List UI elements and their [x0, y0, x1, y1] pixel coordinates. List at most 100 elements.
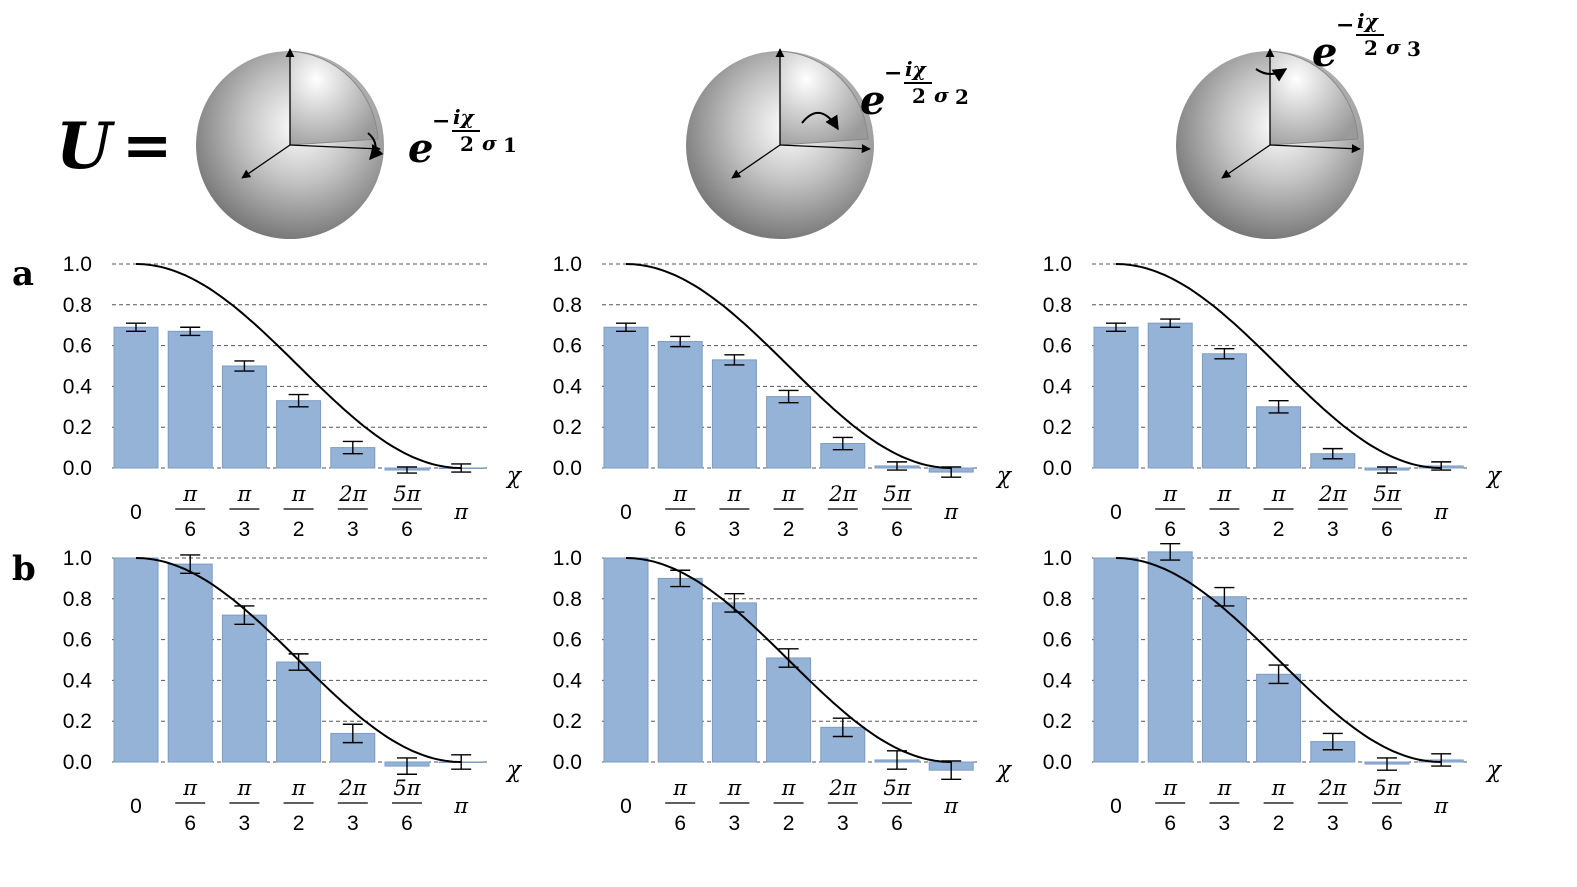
chart-panel-a3: 0.0 0.2 0.4 0.6 0.8 1.0 0 π 6 π 3 π 2 2π 3 5π 6 π χ: [1043, 253, 1503, 541]
x-tick-numerator: 5π: [1373, 482, 1401, 506]
theory-curve: [1115, 263, 1442, 469]
x-tick-label: 0: [130, 501, 142, 524]
x-tick-denominator: 6: [674, 812, 686, 835]
svg-text:σ: σ: [934, 83, 949, 107]
x-tick-label: 0: [1110, 795, 1122, 818]
operator-symbol: U: [56, 109, 116, 184]
svg-text:e: e: [860, 77, 885, 124]
svg-text:e: e: [408, 125, 433, 172]
x-tick-label: π: [453, 500, 469, 524]
row-label-b: b: [12, 549, 36, 589]
x-tick-denominator: 6: [401, 518, 413, 541]
y-tick-label: 0.0: [553, 751, 582, 774]
svg-text:−: −: [1336, 12, 1354, 38]
bar: [167, 330, 213, 469]
bar: [1256, 673, 1302, 763]
y-tick-label: 0.0: [553, 457, 582, 480]
x-tick-numerator: 2π: [1318, 776, 1347, 800]
row-label-a: a: [12, 254, 34, 294]
y-tick-label: 0.8: [1043, 294, 1072, 317]
x-tick-numerator: π: [1162, 776, 1178, 800]
x-tick-denominator: 3: [1219, 518, 1231, 541]
y-tick-label: 0.2: [1043, 710, 1072, 733]
x-tick-denominator: 6: [401, 812, 413, 835]
svg-text:2: 2: [460, 132, 474, 156]
chart-panel-a1: 0.0 0.2 0.4 0.6 0.8 1.0 0 π 6 π 3 π 2 2π 3 5π 6 π χ: [63, 253, 523, 541]
x-tick-label: π: [943, 794, 959, 818]
y-tick-label: 1.0: [553, 547, 582, 570]
x-tick-numerator: π: [236, 776, 252, 800]
x-tick-numerator: 5π: [393, 776, 421, 800]
svg-text:e: e: [1312, 29, 1337, 76]
svg-text:σ: σ: [1386, 35, 1401, 59]
bar: [711, 359, 757, 469]
y-tick-label: 0.2: [1043, 416, 1072, 439]
x-tick-label: 0: [130, 795, 142, 818]
x-tick-denominator: 6: [891, 812, 903, 835]
svg-text:2: 2: [912, 84, 926, 108]
x-tick-numerator: 5π: [393, 482, 421, 506]
y-tick-label: 0.4: [63, 669, 93, 692]
x-tick-denominator: 6: [1381, 812, 1393, 835]
x-tick-denominator: 2: [783, 518, 795, 541]
x-tick-numerator: π: [182, 482, 198, 506]
x-tick-denominator: 3: [1327, 518, 1339, 541]
y-tick-label: 0.4: [1043, 375, 1073, 398]
x-axis-label: χ: [1485, 757, 1503, 783]
x-tick-numerator: π: [672, 776, 688, 800]
x-tick-label: π: [1433, 500, 1449, 524]
x-tick-numerator: π: [236, 482, 252, 506]
x-tick-numerator: 5π: [1373, 776, 1401, 800]
y-tick-label: 0.4: [553, 375, 583, 398]
y-tick-label: 1.0: [1043, 547, 1072, 570]
bar: [1201, 353, 1247, 469]
y-tick-label: 0.0: [1043, 751, 1072, 774]
x-axis-label: χ: [995, 757, 1013, 783]
x-tick-denominator: 6: [184, 518, 196, 541]
x-tick-numerator: π: [291, 776, 307, 800]
x-axis-label: χ: [1485, 463, 1503, 489]
x-axis-label: χ: [995, 463, 1013, 489]
bar: [657, 577, 703, 763]
bar: [1147, 322, 1193, 469]
y-tick-label: 0.8: [63, 294, 92, 317]
x-tick-denominator: 6: [1164, 812, 1176, 835]
chart-panel-b3: 0.0 0.2 0.4 0.6 0.8 1.0 0 π 6 π 3 π 2 2π 3 5π 6 π χ: [1043, 543, 1503, 835]
y-tick-label: 1.0: [553, 253, 582, 276]
x-tick-numerator: π: [726, 482, 742, 506]
x-tick-denominator: 3: [239, 518, 251, 541]
x-tick-numerator: 5π: [883, 776, 911, 800]
y-tick-label: 0.4: [553, 669, 583, 692]
exponential-sigma-2: e − iχ 2 σ 2: [860, 57, 969, 124]
y-tick-label: 0.2: [553, 416, 582, 439]
x-tick-numerator: π: [781, 776, 797, 800]
y-tick-label: 1.0: [63, 253, 92, 276]
y-tick-label: 0.8: [1043, 588, 1072, 611]
bar: [766, 396, 812, 469]
x-tick-label: 0: [1110, 501, 1122, 524]
svg-text:iχ: iχ: [1357, 9, 1380, 33]
x-tick-numerator: π: [291, 482, 307, 506]
bar: [221, 614, 267, 763]
bar: [711, 602, 757, 763]
chart-panel-a2: 0.0 0.2 0.4 0.6 0.8 1.0 0 π 6 π 3 π 2 2π 3 5π 6 π χ: [553, 253, 1013, 541]
bar: [1256, 406, 1302, 469]
theory-curve: [625, 557, 952, 763]
x-tick-numerator: π: [672, 482, 688, 506]
x-tick-denominator: 3: [729, 518, 741, 541]
bar: [113, 557, 159, 763]
y-tick-label: 0.8: [553, 588, 582, 611]
rotation-sphere-3-icon: [1176, 48, 1364, 239]
y-tick-label: 0.2: [63, 710, 92, 733]
x-tick-denominator: 2: [1273, 518, 1285, 541]
x-tick-numerator: π: [1216, 776, 1232, 800]
x-tick-denominator: 6: [184, 812, 196, 835]
y-tick-label: 0.6: [63, 335, 92, 358]
theory-curve: [625, 263, 952, 469]
bar: [167, 563, 213, 763]
x-tick-label: 0: [620, 501, 632, 524]
y-tick-label: 0.0: [63, 457, 92, 480]
x-tick-numerator: π: [182, 776, 198, 800]
x-axis-label: χ: [505, 463, 523, 489]
